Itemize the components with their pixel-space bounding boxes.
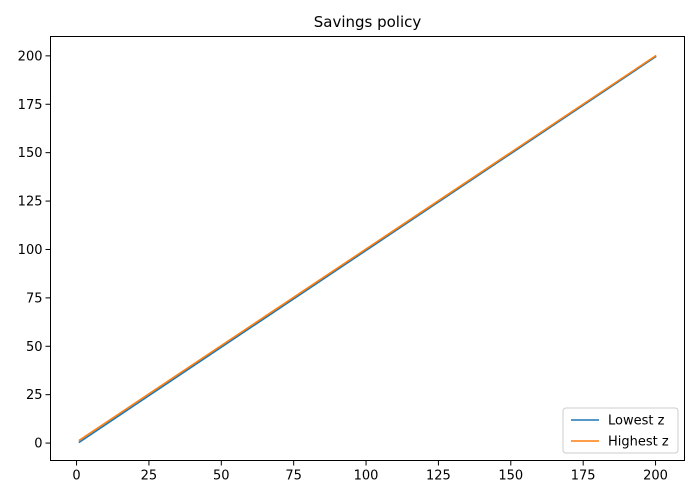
y-tick-label: 75 bbox=[26, 291, 43, 306]
legend-label: Lowest z bbox=[608, 414, 665, 429]
x-tick-label: 50 bbox=[213, 469, 230, 484]
axes: 0 25 50 75 100 125 150 175 200 0 25 50 75 100 125 150 17… bbox=[18, 49, 668, 483]
x-tick-label: 75 bbox=[285, 469, 302, 484]
x-tick-label: 200 bbox=[643, 469, 668, 484]
y-tick-label: 200 bbox=[18, 49, 43, 64]
y-tick-label: 150 bbox=[18, 146, 43, 161]
x-tick-label: 0 bbox=[72, 469, 80, 484]
y-tick-label: 175 bbox=[18, 98, 43, 113]
plot-frame bbox=[50, 36, 685, 461]
x-tick-label: 125 bbox=[426, 469, 451, 484]
x-tick-label: 100 bbox=[354, 469, 379, 484]
series-layer bbox=[78, 54, 657, 444]
chart-title: Savings policy bbox=[314, 13, 422, 31]
y-tick-label: 25 bbox=[26, 388, 43, 403]
x-tick-label: 150 bbox=[498, 469, 523, 484]
y-tick-label: 125 bbox=[18, 195, 43, 210]
series-line-lowest-z bbox=[78, 55, 657, 444]
series-line-highest-z bbox=[78, 54, 657, 442]
x-tick-label: 175 bbox=[571, 469, 596, 484]
y-tick-label: 100 bbox=[18, 243, 43, 258]
legend: Lowest z Highest z bbox=[562, 407, 679, 454]
x-tick-label: 25 bbox=[141, 469, 158, 484]
y-tick-label: 0 bbox=[34, 437, 42, 452]
y-tick-label: 50 bbox=[26, 340, 43, 355]
legend-label: Highest z bbox=[608, 435, 669, 450]
